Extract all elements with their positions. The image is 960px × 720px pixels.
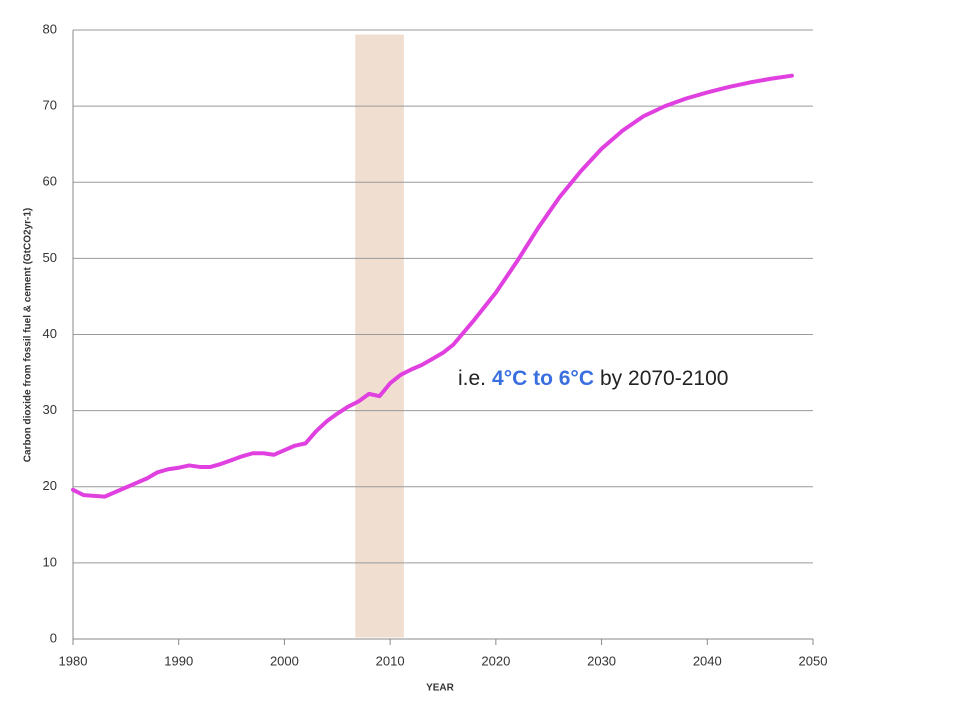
- x-tick-label: 2000: [270, 653, 299, 668]
- y-tick-label: 0: [50, 630, 57, 645]
- x-tick-label: 2040: [693, 653, 722, 668]
- y-tick-label: 70: [43, 98, 57, 113]
- annotation: i.e. 4°C to 6°C by 2070-2100: [458, 367, 728, 390]
- x-tick-label: 2050: [799, 653, 828, 668]
- data-line: [71, 73, 794, 499]
- y-tick-label: 80: [43, 21, 57, 36]
- x-tick-label: 2010: [376, 653, 405, 668]
- annotation-part: 4°C to 6°C: [492, 367, 594, 390]
- y-tick-label: 40: [43, 326, 57, 341]
- x-axis-label: YEAR: [426, 683, 455, 694]
- y-tick-label: 20: [43, 478, 57, 493]
- y-tick-label: 50: [43, 250, 57, 265]
- y-axis-label: Carbon dioxide from fossil fuel & cement…: [23, 208, 34, 462]
- highlight-band: [355, 34, 404, 638]
- annotation-part: i.e.: [458, 367, 486, 390]
- annotation-part: by 2070-2100: [600, 367, 728, 390]
- x-tick-label: 1980: [59, 653, 88, 668]
- x-tick-label: 2020: [481, 653, 510, 668]
- y-tick-label: 60: [43, 174, 57, 189]
- y-tick-label: 10: [43, 554, 57, 569]
- y-tick-label: 30: [43, 402, 57, 417]
- x-tick-label: 1990: [164, 653, 193, 668]
- x-tick-label: 2030: [587, 653, 616, 668]
